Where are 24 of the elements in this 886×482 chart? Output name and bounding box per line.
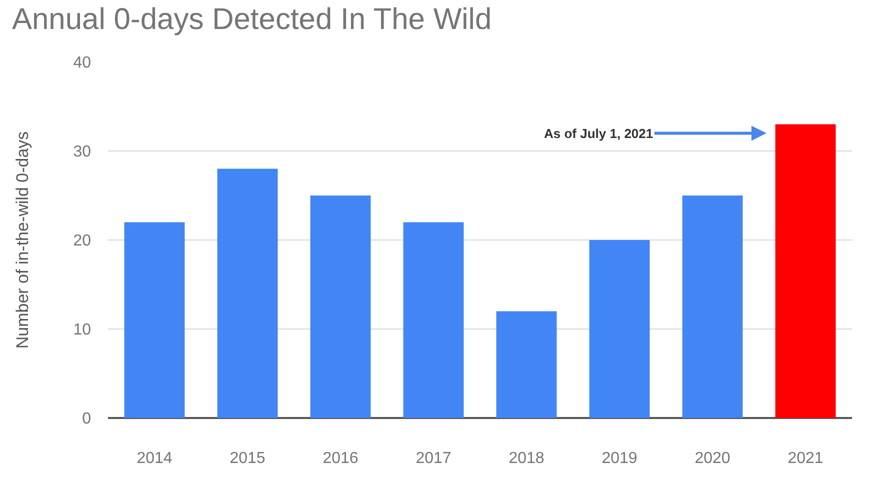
- x-tick-label: 2021: [788, 450, 824, 467]
- x-tick-label: 2020: [694, 450, 730, 467]
- x-tick-label: 2018: [508, 450, 544, 467]
- y-tick-label: 20: [73, 232, 92, 250]
- bar: [682, 196, 743, 418]
- x-tick-label: 2015: [230, 450, 266, 467]
- y-axis-title: Number of in-the-wild 0-days: [12, 131, 32, 349]
- y-tick-label: 0: [82, 410, 92, 428]
- bar: [775, 124, 836, 418]
- bar: [403, 222, 464, 418]
- bar: [124, 222, 185, 418]
- bar: [496, 311, 557, 418]
- annotation: As of July 1, 2021: [544, 126, 654, 141]
- y-tick-label: 40: [73, 54, 92, 72]
- y-tick-label: 30: [73, 144, 92, 161]
- x-tick-label: 2017: [416, 450, 452, 467]
- bar: [589, 240, 650, 418]
- bar: [310, 196, 371, 418]
- chart-title: Annual 0-days Detected In The Wild: [12, 2, 492, 36]
- bar: [217, 168, 278, 418]
- x-tick-label: 2014: [136, 450, 172, 467]
- x-tick-label: 2016: [322, 450, 358, 467]
- y-tick-label: 10: [73, 322, 92, 339]
- x-tick-label: 2019: [602, 450, 638, 467]
